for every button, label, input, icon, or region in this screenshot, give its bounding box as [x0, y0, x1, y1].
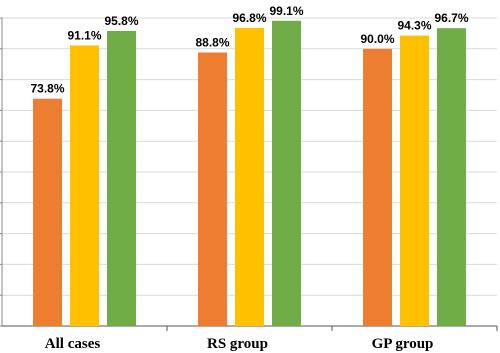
bar — [107, 30, 136, 326]
value-label: 73.8% — [30, 82, 64, 96]
bar — [272, 20, 301, 326]
bar — [235, 27, 264, 327]
value-label: 99.1% — [269, 4, 303, 18]
bar — [400, 35, 429, 326]
value-label: 88.8% — [195, 35, 229, 49]
value-label: 90.0% — [360, 32, 394, 46]
value-label: 95.8% — [104, 14, 138, 28]
x-tick-label: All cases — [45, 336, 101, 352]
x-tick-label: RS group — [207, 336, 268, 352]
value-label: 96.8% — [232, 11, 266, 25]
bar — [33, 98, 62, 326]
bar — [437, 28, 466, 326]
bar — [70, 45, 99, 327]
value-label: 94.3% — [397, 19, 431, 33]
value-label: 91.1% — [67, 28, 101, 42]
value-label: 96.7% — [434, 11, 468, 25]
bar — [363, 48, 392, 327]
bar — [198, 52, 227, 326]
x-tick-label: GP group — [372, 336, 434, 352]
